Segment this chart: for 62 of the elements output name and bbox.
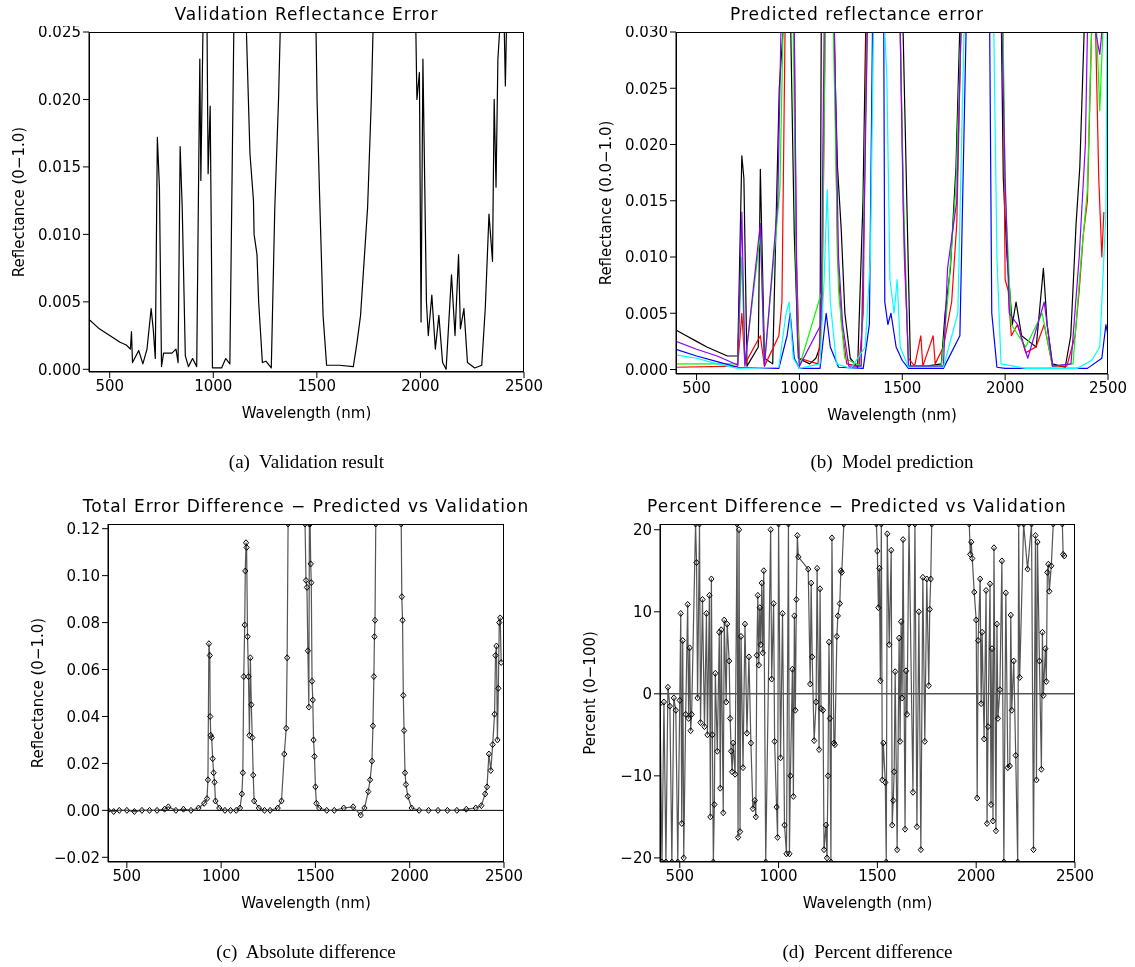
x-tick-label: 2500 <box>1088 378 1128 397</box>
y-tick-label: −20 <box>620 849 652 868</box>
y-tick-label: −0.02 <box>54 848 100 867</box>
x-tick-label: 2000 <box>390 866 429 885</box>
y-tick-label: 0.08 <box>66 613 100 632</box>
y-tick-label: 0.025 <box>625 79 668 98</box>
x-axis-title: Wavelength (nm) <box>241 404 372 422</box>
y-tick-label: 20 <box>632 521 652 540</box>
y-tick-label: 0.020 <box>38 90 81 109</box>
y-tick-label: 0.04 <box>66 707 100 726</box>
x-tick-label: 500 <box>95 376 125 395</box>
x-tick-label: 500 <box>682 378 711 397</box>
y-tick-label: 0.020 <box>625 135 668 154</box>
x-tick-label: 1000 <box>759 866 798 885</box>
x-tick-label: 1500 <box>883 378 922 397</box>
y-tick-label: 0.10 <box>66 566 100 585</box>
x-tick-label: 1500 <box>296 866 335 885</box>
y-tick-label: 0.06 <box>66 660 100 679</box>
text: (d) Percent difference <box>781 941 954 963</box>
y-tick-label: 10 <box>632 603 652 622</box>
y-tick-label: 0.015 <box>625 192 668 211</box>
y-axis-title: Reflectance (0−1.0) <box>10 126 29 278</box>
chart-title: Validation Reflectance Error <box>173 4 440 24</box>
y-tick-label: 0.010 <box>38 225 81 244</box>
y-tick-label: 0.000 <box>625 360 668 379</box>
y-tick-label: 0.025 <box>38 23 81 42</box>
x-tick-label: 1500 <box>297 376 336 395</box>
chart-title: Predicted reflectance error <box>729 4 985 24</box>
y-tick-label: 0.12 <box>66 520 100 539</box>
y-tick-label: 0.015 <box>38 158 81 177</box>
y-tick-label: 0.005 <box>625 304 668 323</box>
x-tick-label: 2000 <box>401 376 440 395</box>
x-tick-label: 500 <box>665 866 695 885</box>
x-tick-label: 2500 <box>484 866 524 885</box>
x-tick-label: 1000 <box>780 378 819 397</box>
y-tick-label: 0.005 <box>38 293 81 312</box>
y-tick-label: 0.000 <box>38 360 81 379</box>
x-tick-label: 2000 <box>957 866 996 885</box>
chart-title: Total Error Difference − Predicted vs Validation <box>81 496 531 516</box>
y-axis-title: Reflectance (0−1.0) <box>29 617 48 769</box>
x-tick-label: 1500 <box>858 866 897 885</box>
x-tick-label: 1000 <box>202 866 241 885</box>
x-axis-title: Wavelength (nm) <box>827 406 957 424</box>
x-axis-title: Wavelength (nm) <box>802 894 933 912</box>
y-axis-title: Percent (0−100) <box>581 631 600 755</box>
y-tick-label: 0.02 <box>66 754 100 773</box>
x-tick-label: 500 <box>112 866 142 885</box>
text: (c) Absolute difference <box>215 941 397 963</box>
x-tick-label: 2500 <box>1055 866 1095 885</box>
x-axis-title: Wavelength (nm) <box>241 894 371 912</box>
y-tick-label: 0 <box>642 685 652 704</box>
text: (a) Validation result <box>227 451 386 473</box>
x-tick-label: 1000 <box>194 376 233 395</box>
y-tick-label: 0.010 <box>625 248 668 267</box>
x-tick-label: 2000 <box>986 378 1025 397</box>
y-tick-label: −10 <box>620 767 652 786</box>
x-tick-label: 2500 <box>504 376 544 395</box>
y-tick-label: 0.030 <box>625 23 668 42</box>
y-tick-label: 0.00 <box>66 801 100 820</box>
text: (b) Model prediction <box>809 451 975 473</box>
y-axis-title: Reflectance (0.0−1.0) <box>597 120 616 286</box>
chart-title: Percent Difference − Predicted vs Validation <box>646 496 1068 516</box>
